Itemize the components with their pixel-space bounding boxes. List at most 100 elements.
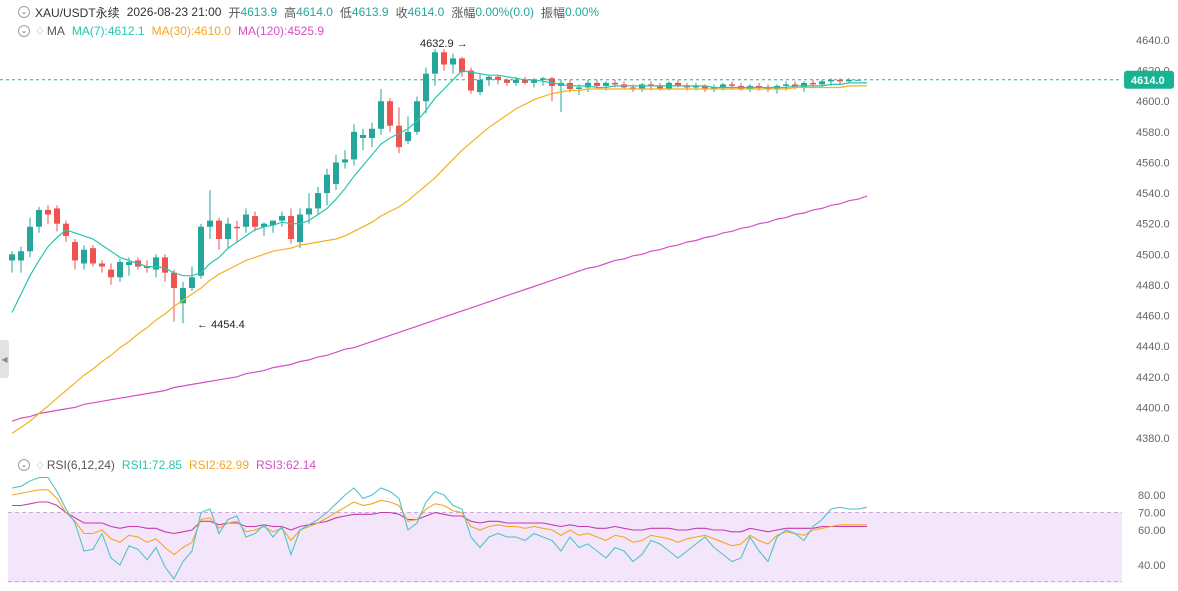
bell-icon[interactable]: ♢ — [35, 459, 45, 472]
rsi2-line — [11, 489, 867, 556]
candle-body — [441, 52, 447, 65]
candle-body — [630, 87, 636, 89]
candle-body — [72, 242, 78, 261]
candle-body — [405, 131, 411, 142]
candle-body — [495, 76, 501, 80]
candle-body — [720, 84, 726, 88]
candle-body — [576, 87, 582, 89]
candle-body — [108, 269, 114, 278]
candle-body — [180, 287, 186, 304]
candle-body — [513, 79, 519, 83]
rsi-axis-tick: 40.00 — [1138, 560, 1166, 572]
candle-body — [378, 101, 384, 129]
candle-body — [234, 226, 240, 229]
ma-label: MA — [46, 24, 65, 38]
candle-body — [594, 82, 600, 86]
candle-body — [189, 277, 195, 288]
price-axis-tick: 4600.0 — [1136, 96, 1170, 108]
candle-body — [504, 79, 510, 83]
high-label: 高 — [284, 5, 297, 20]
candle-body — [324, 174, 330, 194]
price-axis-tick: 4420.0 — [1136, 372, 1170, 384]
candle-body — [126, 261, 132, 266]
candle-body — [225, 223, 231, 239]
candle-body — [729, 84, 735, 86]
chevron-down-icon[interactable]: ⌄ — [18, 25, 30, 37]
candle-body — [846, 79, 852, 82]
rsi1-value: RSI1:72.85 — [121, 458, 182, 472]
low-label: 低 — [339, 5, 352, 20]
close-label: 收 — [395, 5, 408, 20]
price-axis-tick: 4520.0 — [1136, 219, 1170, 231]
candle-body — [432, 52, 438, 74]
ma120-line — [11, 195, 868, 422]
candle-body — [801, 82, 807, 88]
symbol-name: XAU/USDT永续 — [35, 5, 120, 20]
rsi-label: RSI(6,12,24) — [46, 458, 115, 472]
max-price-annotation: 4632.9 → — [420, 38, 468, 50]
ma7-value: MA(7):4612.1 — [71, 24, 145, 38]
ma-legend: ⌄ ♢ MA MA(7):4612.1 MA(30):4610.0 MA(120… — [0, 22, 324, 40]
candle-body — [315, 193, 321, 209]
price-axis-tick: 4560.0 — [1136, 157, 1170, 169]
candle-body — [540, 78, 546, 80]
candle-body — [369, 128, 375, 138]
candle-body — [549, 78, 555, 86]
candle-body — [783, 84, 789, 86]
close-value: 4614.0 — [407, 5, 445, 19]
ma7-line — [11, 69, 867, 313]
candle-body — [81, 249, 87, 264]
chevron-down-icon[interactable]: ⌄ — [18, 459, 30, 471]
rsi-axis-tick: 80.00 — [1138, 490, 1166, 502]
last-price-tag — [1124, 70, 1174, 89]
rsi-axis-tick: 60.00 — [1138, 525, 1166, 537]
candle-body — [702, 85, 708, 89]
candle-body — [828, 79, 834, 82]
candle-body — [360, 134, 366, 138]
candle-body — [351, 131, 357, 160]
price-axis-tick: 4440.0 — [1136, 341, 1170, 353]
candle-datetime: 2026-08-23 21:00 — [126, 5, 222, 19]
candle-body — [144, 266, 150, 269]
candle-body — [153, 257, 159, 270]
candle-body — [693, 85, 699, 88]
candle-body — [387, 101, 393, 126]
candle-body — [171, 272, 177, 288]
candle-body — [333, 162, 339, 184]
candle-body — [207, 220, 213, 227]
rsi-axis-tick: 70.00 — [1138, 508, 1166, 520]
candle-body — [36, 209, 42, 227]
candle-body — [45, 209, 51, 215]
amplitude-label: 振幅 — [541, 5, 566, 20]
min-price-annotation: ← 4454.4 — [197, 319, 245, 331]
candle-body — [396, 125, 402, 148]
candle-body — [288, 216, 294, 239]
candle-body — [342, 159, 348, 163]
candle-body — [585, 82, 591, 88]
candle-body — [657, 85, 663, 89]
candle-body — [252, 216, 258, 227]
candle-body — [117, 261, 123, 278]
rsi-band — [8, 512, 1122, 583]
price-axis-tick: 4480.0 — [1136, 280, 1170, 292]
candle-body — [279, 216, 285, 221]
price-axis-tick: 4640.0 — [1136, 35, 1170, 47]
candle-body — [306, 208, 312, 215]
price-axis-tick: 4580.0 — [1136, 127, 1170, 139]
rsi-legend: ⌄ ♢ RSI(6,12,24) RSI1:72.85 RSI2:62.99 R… — [0, 456, 316, 474]
chevron-down-icon[interactable]: ⌄ — [18, 6, 30, 18]
candle-body — [261, 223, 267, 227]
chevron-left-icon[interactable]: ◀ — [0, 340, 9, 378]
price-axis-tick: 4380.0 — [1136, 433, 1170, 445]
ma120-value: MA(120):4525.9 — [237, 24, 325, 38]
candle-body — [612, 82, 618, 85]
candle-body — [819, 81, 825, 85]
candle-body — [270, 220, 276, 226]
candle-body — [27, 226, 33, 252]
candle-body — [243, 214, 249, 227]
open-value: 4613.9 — [240, 5, 278, 19]
candle-body — [531, 79, 537, 83]
bell-icon[interactable]: ♢ — [35, 25, 45, 38]
candle-body — [198, 226, 204, 276]
